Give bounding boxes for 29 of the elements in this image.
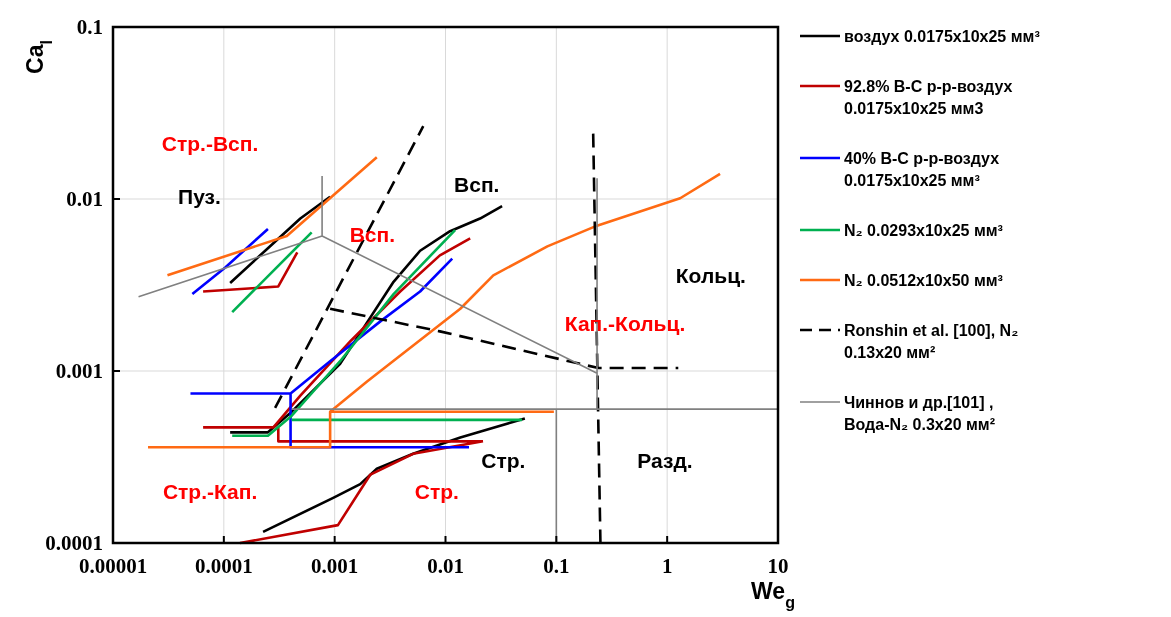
x-tick-label: 0.01 (427, 554, 464, 578)
x-tick-label: 0.0001 (194, 554, 253, 578)
annotation: Стр. (481, 449, 526, 473)
legend-label: N₂ 0.0293x10x25 мм³ (844, 222, 1003, 239)
x-tick-label: 10 (767, 554, 789, 578)
x-tick-label: 0.001 (311, 554, 359, 578)
y-tick-label: 0.0001 (45, 531, 103, 555)
legend-label: 40% В-С р-р-воздух 0.0175x10x25 мм³ (844, 150, 1000, 189)
legend-label: воздух 0.0175x10x25 мм³ (844, 28, 1040, 45)
annotation: Стр. (414, 479, 459, 503)
x-tick-label: 1 (661, 554, 673, 578)
x-axis-title: We$_{g}$ (751, 578, 795, 611)
legend-label: Чиннов и др.[101] , Вода-N₂ 0.3x20 мм² (844, 394, 995, 433)
y-tick-label: 0.001 (55, 359, 103, 383)
x-tick-label: 0.00001 (78, 554, 148, 578)
annotation: Кольц. (675, 263, 746, 287)
annotation: Пуз. (178, 184, 221, 208)
annotation: Разд. (637, 449, 693, 473)
annotation: Всп. (454, 172, 500, 196)
y-tick-label: 0.1 (76, 15, 103, 39)
legend-label: 92.8% В-С р-р-воздух 0.0175x10x25 мм3 (844, 78, 1013, 117)
annotation: Всп. (349, 223, 396, 247)
x-tick-label: 0.1 (543, 554, 570, 578)
annotation: Стр.-Всп. (161, 131, 259, 155)
y-tick-label: 0.01 (66, 187, 103, 211)
annotation: Кап.-Кольц. (564, 311, 686, 335)
legend-label: Ronshin et al. [100], N₂ 0.13x20 мм² (844, 322, 1019, 361)
legend-label: N₂ 0.0512x10x50 мм³ (844, 272, 1003, 289)
annotation: Стр.-Кап. (162, 479, 258, 503)
